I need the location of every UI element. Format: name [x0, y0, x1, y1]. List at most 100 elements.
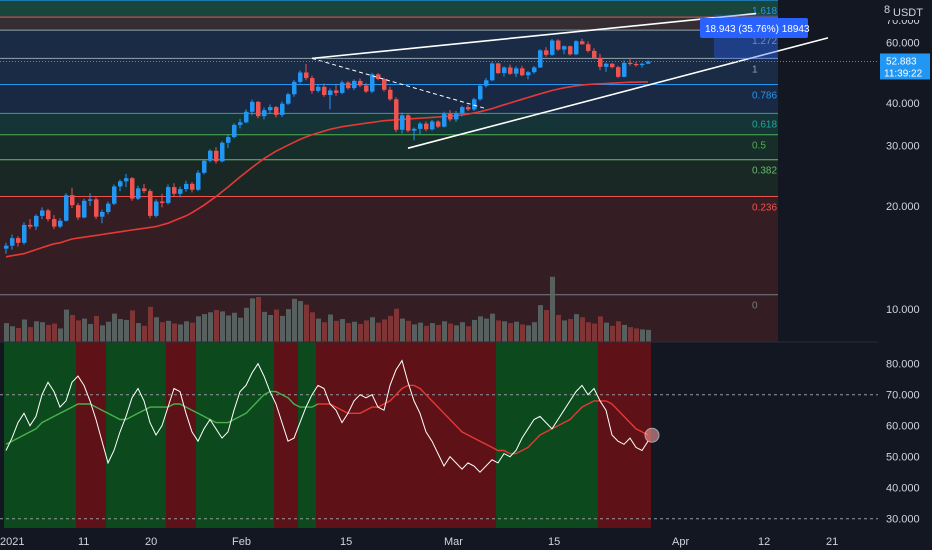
oscillator-tick-label: 40.000: [886, 483, 920, 495]
candle: [262, 107, 267, 120]
candle-body: [16, 238, 21, 243]
volume-bar: [604, 322, 609, 342]
volume-bar: [22, 319, 27, 342]
volume-bar: [274, 309, 279, 342]
candle-body: [190, 183, 195, 190]
volume-bar: [616, 321, 621, 342]
oscillator-zone-red: [316, 342, 496, 528]
volume-bar: [622, 324, 627, 342]
candle-body: [34, 215, 39, 227]
candle-body: [592, 50, 597, 58]
candle-body: [634, 63, 639, 66]
volume-bar: [394, 308, 399, 342]
volume-bar: [340, 319, 345, 342]
volume-bar: [526, 325, 531, 342]
candle: [424, 121, 429, 132]
candle: [586, 41, 591, 53]
volume-bar: [256, 297, 261, 342]
candle: [298, 70, 303, 84]
volume-bar: [562, 320, 567, 342]
candle-body: [106, 203, 111, 212]
candle-body: [52, 219, 57, 227]
volume-bar: [460, 322, 465, 342]
time-tick-label: Mar: [444, 536, 463, 548]
candle-body: [514, 68, 519, 74]
volume-bar: [502, 321, 507, 342]
price-axis[interactable]: 70.00060.00040.00030.00020.00010.00052.8…: [878, 0, 932, 342]
candle: [280, 101, 285, 117]
candle-body: [304, 72, 309, 79]
candle-body: [532, 67, 537, 73]
candle-body: [232, 124, 237, 138]
fib-label-0.618: 0.618: [752, 119, 777, 130]
volume-bar: [16, 328, 21, 342]
candle: [88, 193, 93, 206]
oscillator-main-line: [5, 359, 649, 473]
candle-body: [136, 188, 141, 199]
time-tick-label: 20: [145, 536, 157, 548]
candle: [112, 184, 117, 206]
candle: [412, 127, 417, 141]
candle-body: [160, 201, 165, 203]
candle-body: [226, 137, 231, 143]
volume-bar: [106, 321, 111, 342]
candle: [10, 234, 15, 250]
candle: [106, 201, 111, 215]
volume-bar: [112, 313, 117, 342]
fib-zone-0.236: [0, 196, 778, 295]
candle-body: [172, 187, 177, 194]
candle: [478, 83, 483, 101]
volume-bar: [148, 306, 153, 342]
volume-bar: [298, 301, 303, 342]
candle: [202, 159, 207, 175]
candle: [172, 183, 177, 197]
volume-bar: [226, 315, 231, 342]
volume-bar: [178, 324, 183, 342]
candle-body: [244, 111, 249, 123]
candle-body: [484, 80, 489, 86]
volume-bar: [82, 318, 87, 342]
time-axis-bg: [0, 528, 932, 550]
volume-bar: [376, 322, 381, 342]
candle: [406, 114, 411, 133]
candle: [34, 214, 39, 231]
candle-body: [610, 63, 615, 68]
volume-bar: [640, 329, 645, 342]
candle: [352, 79, 357, 91]
candle-body: [262, 110, 267, 117]
fib-label-1.618: 1.618: [752, 6, 777, 17]
volume-bar: [160, 322, 165, 342]
time-axis[interactable]: 2021 11 20 Feb 15 Mar 15 Apr 12 21: [0, 528, 932, 550]
candle: [208, 149, 213, 163]
candle-body: [184, 183, 189, 190]
price-tick-label: 20.000: [886, 201, 920, 213]
measure-label-bg: [700, 18, 808, 38]
candle-body: [268, 107, 273, 111]
candle-body: [388, 89, 393, 100]
candle-body: [10, 238, 15, 246]
volume-bar: [646, 329, 651, 342]
volume-bar: [412, 324, 417, 342]
candle-body: [418, 123, 423, 129]
candle-body: [256, 101, 261, 117]
candle: [250, 99, 255, 116]
candle-body: [208, 150, 213, 161]
volume-bar: [400, 318, 405, 342]
candle: [646, 60, 651, 65]
candle: [370, 72, 375, 94]
volume-bar: [142, 325, 147, 342]
volume-bar: [520, 324, 525, 342]
volume-bar: [568, 319, 573, 342]
candle-body: [616, 67, 621, 77]
fib-label-0.786: 0.786: [752, 90, 777, 101]
candle: [124, 173, 129, 188]
volume-bar: [310, 312, 315, 342]
volume-bar: [136, 323, 141, 342]
oscillator-axis[interactable]: 80.000 70.000 60.000 50.000 40.000 30.000: [878, 342, 932, 528]
volume-bar: [364, 320, 369, 342]
candle: [304, 63, 309, 81]
oscillator-zone-green: [106, 342, 166, 528]
moving-average-line: [5, 81, 648, 258]
candle-body: [118, 181, 123, 187]
